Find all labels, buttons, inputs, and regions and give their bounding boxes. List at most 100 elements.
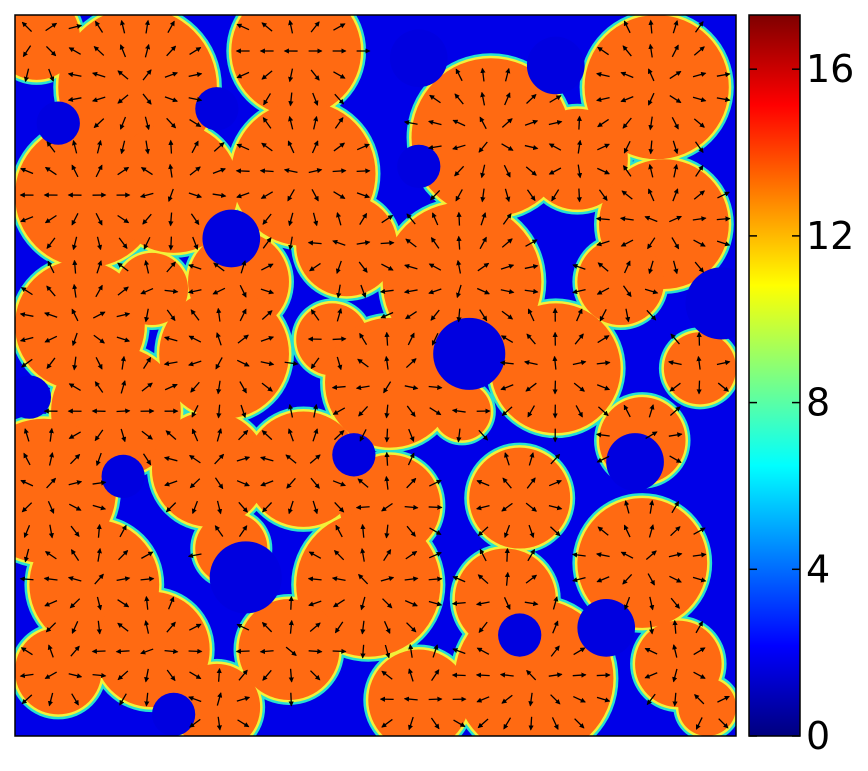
quiver-arrow [236,143,250,151]
droplet [296,512,441,657]
quiver-arrow [526,669,537,681]
quiver-arrow [403,120,418,126]
quiver-arrow [695,717,703,730]
quiver-arrow [548,672,563,678]
void-region [685,267,736,340]
quiver-arrow [236,192,250,199]
quiver-arrow [261,70,273,80]
quiver-arrow [47,644,54,658]
void-region [577,599,636,657]
quiver-arrow [669,382,681,392]
quiver-arrow [528,692,534,707]
quiver-arrow [596,72,610,78]
quiver-arrow [597,118,609,128]
quiver-arrow [191,500,199,515]
quiver-arrow [191,428,199,442]
quiver-arrow [313,115,319,130]
quiver-arrow [117,166,130,176]
quiver-arrow [333,142,346,152]
quiver-arrow [214,525,224,537]
quiver-arrow [406,622,417,633]
quiver-arrow [259,456,274,462]
quiver-arrow [144,43,151,58]
quiver-arrow [477,262,490,272]
quiver-arrow [238,501,248,513]
quiver-arrow [335,260,342,275]
quiver-arrow [429,94,441,104]
quiver-arrow [671,44,679,58]
droplet [454,599,614,736]
quiver-arrow [671,500,680,514]
quiver-arrow [649,596,655,611]
void-region [397,144,441,189]
quiver-arrow [597,526,609,536]
quiver-arrow [692,576,707,583]
quiver-arrow [166,669,176,682]
quiver-arrow [475,601,490,607]
quiver-arrow [95,357,103,370]
quiver-arrow [668,360,682,366]
quiver-arrow [21,21,33,33]
quiver-arrow [72,356,78,371]
quiver-arrow [144,140,150,155]
quiver-arrow [381,214,394,224]
quiver-arrow [71,139,78,154]
quiver-arrow [72,259,78,274]
quiver-arrow [596,240,610,247]
quiver-arrow [453,719,466,728]
quiver-arrow [644,647,658,655]
quiver-arrow [260,288,275,295]
quiver-arrow [96,547,102,562]
quiver-arrow [668,432,683,438]
quiver-arrow [92,311,106,319]
quiver-arrow [572,576,586,583]
quiver-arrow [501,694,513,704]
quiver-arrow [355,504,370,510]
quiver-arrow [692,216,707,222]
quiver-arrow [479,309,488,322]
droplet [296,195,398,297]
quiver-arrow [383,381,392,394]
void-region [202,209,261,268]
quiver-arrow [716,240,731,247]
quiver-arrow [360,547,366,562]
heatmap-plot [15,15,736,736]
quiver-arrow [92,480,107,486]
quiver-arrow [619,216,634,222]
quiver-arrow [288,619,294,634]
quiver-arrow [189,47,202,56]
quiver-arrow [212,167,226,174]
quiver-arrow [716,216,731,222]
quiver-arrow [404,576,419,582]
quiver-arrow [524,144,539,151]
quiver-arrow [428,696,443,702]
colorbar: 0 4 8 12 16 [748,14,854,758]
quiver-arrow [622,45,632,57]
droplet [584,15,729,160]
quiver-arrow [69,598,81,609]
quiver-arrow [71,308,79,322]
quiver-arrow [500,384,514,391]
quiver-arrow [212,192,227,198]
quiver-arrow [576,188,582,203]
quiver-arrow [46,477,57,489]
quiver-arrow [525,382,537,392]
quiver-arrow [576,164,583,179]
quiver-arrow [355,384,370,391]
quiver-arrow [44,311,58,318]
quiver-arrow [236,623,250,631]
quiver-arrow [503,717,512,730]
quiver-arrow [623,165,632,177]
quiver-arrow [216,667,222,682]
quiver-arrow [407,332,415,346]
droplet [368,649,470,736]
quiver-arrow [308,600,322,607]
quiver-arrow [21,694,33,705]
colorbar-ticks: 0 4 8 12 16 [749,47,854,758]
quiver-arrow [117,214,130,224]
droplet [173,663,261,736]
quiver-arrow [648,620,655,635]
quiver-arrow [71,164,79,178]
quiver-arrow [384,404,390,419]
quiver-arrow [477,718,489,729]
